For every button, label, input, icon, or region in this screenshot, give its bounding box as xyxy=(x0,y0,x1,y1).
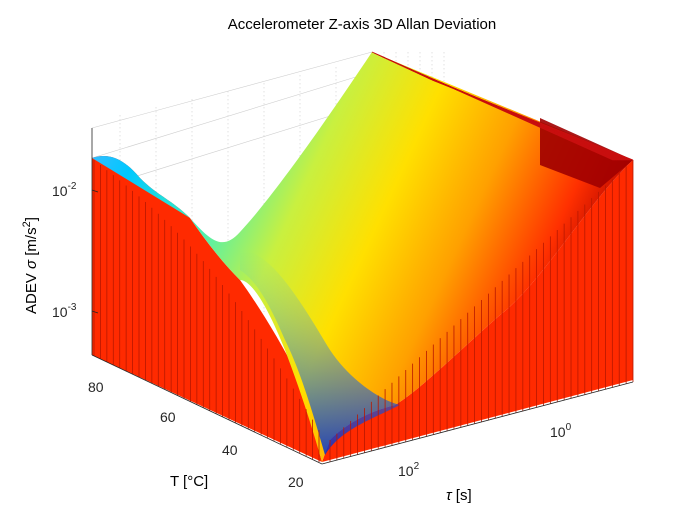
z-tick-1: 10-2 xyxy=(52,181,77,199)
left-curtain xyxy=(92,156,322,462)
grid-line xyxy=(91,102,373,191)
surface-edge-line xyxy=(431,79,634,161)
t-tick-20: 20 xyxy=(288,474,304,490)
surface-valley xyxy=(240,250,400,455)
surface-top xyxy=(92,52,633,462)
z-axis: 10-2 10-3 ADEV σ [m/s2] xyxy=(21,128,99,355)
tau-axis: 102 100 τ [s] xyxy=(321,381,634,504)
grid-line xyxy=(91,71,373,159)
right-curtain xyxy=(322,160,633,462)
surface-plot xyxy=(92,51,634,462)
tau-axis-line xyxy=(321,381,634,465)
temperature-axis-line xyxy=(91,354,323,465)
t-tick-80: 80 xyxy=(88,379,104,395)
t-tick-60: 60 xyxy=(160,409,176,425)
tau-tick-0: 100 xyxy=(550,422,572,440)
z-tick-2: 10-3 xyxy=(52,302,77,320)
grid-line xyxy=(91,51,373,129)
z-axis-label: ADEV σ [m/s2] xyxy=(21,217,40,314)
tau-tick-2: 102 xyxy=(398,461,420,479)
temperature-axis-label: T [°C] xyxy=(170,473,208,490)
tau-axis-label: τ [s] xyxy=(446,487,472,504)
temperature-axis: 80 60 40 20 T [°C] xyxy=(88,354,323,490)
curtain-lines xyxy=(93,51,634,462)
t-tick-40: 40 xyxy=(222,442,238,458)
chart-title: Accelerometer Z-axis 3D Allan Deviation xyxy=(228,16,496,33)
